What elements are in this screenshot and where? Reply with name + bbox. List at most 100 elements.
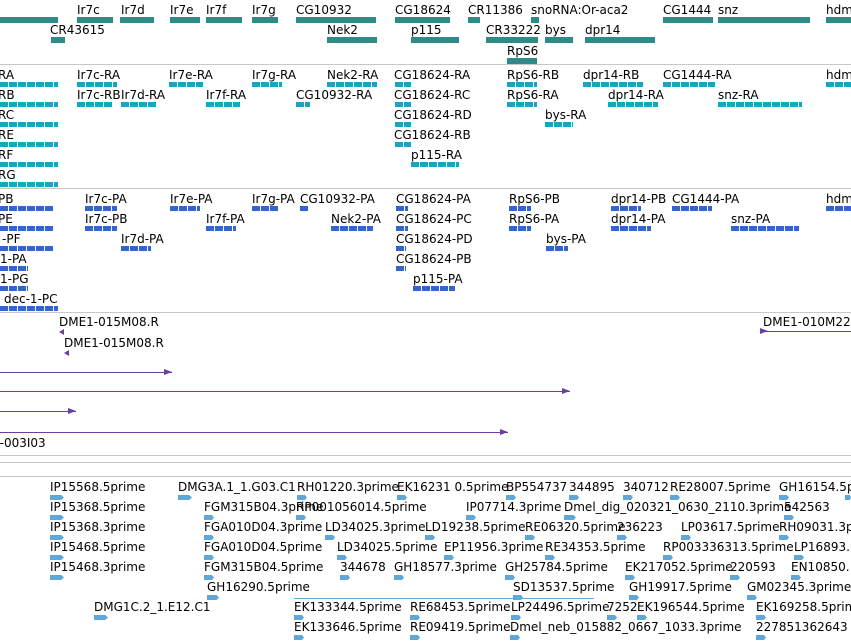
transcript-feature[interactable]	[395, 82, 411, 87]
gene-feature[interactable]	[327, 37, 377, 43]
est-feature[interactable]	[637, 615, 647, 620]
est-feature[interactable]	[663, 555, 673, 560]
feature-label[interactable]: EN10850.	[791, 560, 850, 574]
feature-label[interactable]: CR11386	[468, 3, 523, 17]
est-feature[interactable]	[207, 595, 219, 600]
feature-label[interactable]: EK169258.5prime	[756, 600, 851, 614]
feature-label[interactable]: RA	[0, 68, 15, 82]
gene-feature[interactable]	[411, 37, 459, 43]
feature-label[interactable]: LD34025.5prime	[337, 540, 438, 554]
feature-label[interactable]: EK133646.5prime	[294, 620, 402, 634]
feature-label[interactable]: RpS6-RB	[507, 68, 560, 82]
gene-feature[interactable]	[252, 17, 278, 23]
transcript-feature[interactable]	[507, 102, 537, 107]
feature-label[interactable]: FGM315B04.5prime	[204, 560, 324, 574]
est-feature[interactable]	[730, 575, 740, 580]
est-feature[interactable]	[791, 575, 801, 580]
feature-label[interactable]: snz-PA	[731, 212, 771, 226]
est-feature[interactable]	[294, 635, 304, 640]
feature-label[interactable]: RH09031.3p	[779, 520, 851, 534]
feature-label[interactable]: GH16154.5p	[779, 480, 851, 494]
est-feature[interactable]	[340, 575, 350, 580]
est-feature[interactable]	[779, 535, 789, 540]
feature-label[interactable]: Ir7c-RB	[77, 88, 121, 102]
gene-feature[interactable]	[51, 37, 65, 43]
feature-label[interactable]: CG18624-RD	[394, 108, 472, 122]
est-feature[interactable]	[410, 635, 420, 640]
est-feature[interactable]	[629, 595, 639, 600]
feature-label[interactable]: GH25784.5prime	[505, 560, 608, 574]
feature-label[interactable]: LD19238.5prime	[425, 520, 526, 534]
feature-label[interactable]: RE06320.5prime	[525, 520, 626, 534]
feature-label[interactable]: CG18624-PA	[396, 192, 471, 206]
feature-label[interactable]: DME1-015M08.R	[59, 315, 159, 329]
transcript-feature[interactable]	[252, 82, 282, 87]
feature-label[interactable]: p115-PA	[413, 272, 463, 286]
est-feature[interactable]	[394, 575, 404, 580]
feature-label[interactable]: Ir7d-RA	[121, 88, 166, 102]
est-feature[interactable]	[784, 515, 794, 520]
protein-feature[interactable]	[85, 206, 117, 211]
feature-label[interactable]: RG	[0, 168, 16, 182]
feature-label[interactable]: Ir7d-PA	[121, 232, 164, 246]
feature-label[interactable]: hdm	[826, 192, 851, 206]
est-feature[interactable]	[337, 555, 347, 560]
protein-feature[interactable]	[396, 206, 408, 211]
est-feature[interactable]	[506, 495, 516, 500]
protein-feature[interactable]	[546, 246, 568, 251]
feature-label[interactable]: RE09419.5prime	[410, 620, 511, 634]
feature-label[interactable]: dpr14-PB	[611, 192, 667, 206]
feature-label[interactable]: Ir7c-PB	[85, 212, 128, 226]
transcript-feature[interactable]	[395, 102, 411, 107]
feature-label[interactable]: FGA010D04.5prime	[204, 540, 323, 554]
feature-label[interactable]: RE68453.5prime	[410, 600, 511, 614]
clone-end-marker[interactable]	[64, 350, 69, 356]
est-feature[interactable]	[294, 615, 304, 620]
feature-label[interactable]: Ir7f-RA	[206, 88, 247, 102]
feature-label[interactable]: RE	[0, 128, 14, 142]
feature-label[interactable]: CG18624-RC	[394, 88, 471, 102]
protein-feature[interactable]	[0, 286, 28, 291]
est-feature[interactable]	[50, 535, 64, 540]
clone-end-marker[interactable]	[59, 329, 64, 335]
gene-feature[interactable]	[585, 37, 655, 43]
feature-label[interactable]: IP15568.5prime	[50, 480, 146, 494]
feature-label[interactable]: RE28007.5prime	[670, 480, 771, 494]
transcript-feature[interactable]	[77, 102, 113, 107]
feature-label[interactable]: p115	[411, 23, 442, 37]
feature-label[interactable]: IP07714.3prime	[466, 500, 562, 514]
feature-label[interactable]: hdm	[826, 68, 851, 82]
gene-feature[interactable]	[468, 17, 480, 23]
feature-label[interactable]: 542563	[784, 500, 830, 514]
feature-label[interactable]: CG1444-PA	[672, 192, 740, 206]
est-feature[interactable]	[425, 535, 435, 540]
est-feature[interactable]	[410, 615, 420, 620]
feature-label[interactable]: 344678	[340, 560, 386, 574]
feature-label[interactable]: Ir7f-PA	[206, 212, 245, 226]
est-feature[interactable]	[204, 575, 214, 580]
feature-label[interactable]: GH19917.5prime	[629, 580, 732, 594]
est-feature[interactable]	[178, 495, 192, 500]
feature-label[interactable]: CG18624-PC	[396, 212, 472, 226]
est-feature[interactable]	[564, 515, 576, 520]
clone-feature[interactable]	[760, 331, 851, 332]
protein-feature[interactable]	[611, 206, 641, 211]
feature-label[interactable]: GH18577.3prime	[394, 560, 497, 574]
est-feature[interactable]	[525, 535, 535, 540]
est-feature[interactable]	[569, 495, 579, 500]
protein-feature[interactable]	[170, 206, 200, 211]
gene-feature[interactable]	[545, 37, 573, 43]
feature-label[interactable]: GM02345.3prime	[747, 580, 851, 594]
feature-label[interactable]: GH16290.5prime	[207, 580, 310, 594]
gene-feature[interactable]	[0, 17, 58, 23]
feature-label[interactable]: CG10932-PA	[300, 192, 375, 206]
feature-label[interactable]: CG18624-RA	[394, 68, 471, 82]
protein-feature[interactable]	[396, 226, 408, 231]
feature-label[interactable]: PE	[0, 212, 13, 226]
feature-label[interactable]: 1-PG	[0, 272, 29, 286]
est-feature[interactable]	[511, 615, 521, 620]
protein-feature[interactable]	[0, 266, 28, 271]
protein-feature[interactable]	[731, 226, 799, 231]
est-feature[interactable]	[747, 595, 757, 600]
feature-label[interactable]: 340712	[623, 480, 669, 494]
